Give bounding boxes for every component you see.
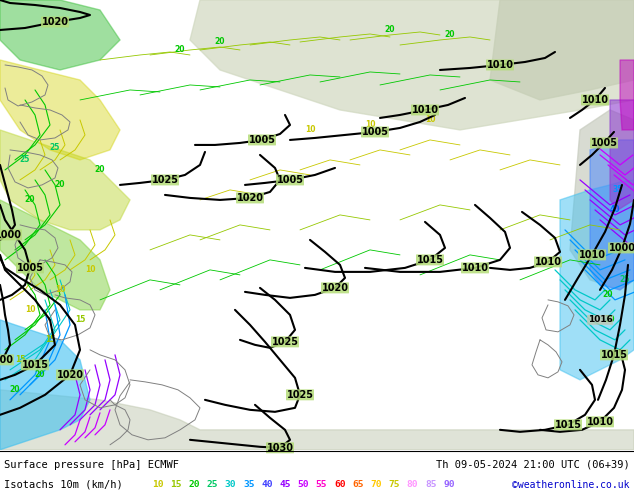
Text: 35: 35 — [613, 185, 623, 195]
Text: 85: 85 — [425, 480, 436, 489]
Polygon shape — [610, 100, 634, 210]
Polygon shape — [0, 60, 120, 160]
Text: 40: 40 — [610, 205, 620, 215]
Polygon shape — [0, 320, 90, 450]
Polygon shape — [0, 390, 634, 450]
Text: 20: 20 — [55, 180, 65, 190]
Text: 75: 75 — [389, 480, 400, 489]
Text: ©weatheronline.co.uk: ©weatheronline.co.uk — [512, 480, 630, 490]
Polygon shape — [0, 200, 110, 310]
Text: 80: 80 — [407, 480, 418, 489]
Text: 10: 10 — [425, 116, 436, 124]
Text: 1005: 1005 — [361, 127, 389, 137]
Text: 20: 20 — [215, 37, 225, 47]
Text: 20: 20 — [603, 291, 613, 299]
Text: 1015: 1015 — [555, 420, 581, 430]
Text: 30: 30 — [615, 245, 625, 254]
Text: 1020: 1020 — [236, 193, 264, 203]
Polygon shape — [560, 180, 634, 380]
Text: Th 09-05-2024 21:00 UTC (06+39): Th 09-05-2024 21:00 UTC (06+39) — [436, 460, 630, 470]
Text: 50: 50 — [297, 480, 309, 489]
Text: 20: 20 — [385, 25, 395, 34]
Text: 15: 15 — [75, 316, 85, 324]
Text: 25: 25 — [620, 275, 630, 284]
Text: Isotachs 10m (km/h): Isotachs 10m (km/h) — [4, 480, 123, 490]
Text: 60: 60 — [334, 480, 346, 489]
Text: 20: 20 — [25, 196, 36, 204]
Text: 65: 65 — [353, 480, 364, 489]
Text: 1005: 1005 — [276, 175, 304, 185]
Text: 90: 90 — [443, 480, 455, 489]
Text: 1015: 1015 — [600, 350, 628, 360]
Text: 40: 40 — [261, 480, 273, 489]
Text: 25: 25 — [20, 155, 30, 165]
Text: 1005: 1005 — [590, 138, 618, 148]
Text: 1010: 1010 — [581, 95, 609, 105]
Text: 1015: 1015 — [22, 360, 48, 370]
Text: 1010: 1010 — [586, 417, 614, 427]
Text: 1010: 1010 — [486, 60, 514, 70]
Text: 25: 25 — [207, 480, 218, 489]
Text: 1000: 1000 — [0, 355, 13, 365]
Text: 1010: 1010 — [411, 105, 439, 115]
Polygon shape — [590, 140, 634, 290]
Text: 10: 10 — [365, 121, 375, 129]
Polygon shape — [0, 130, 130, 230]
Text: 20: 20 — [605, 316, 615, 324]
Text: 45: 45 — [280, 480, 291, 489]
Text: 20: 20 — [10, 385, 20, 394]
Text: 15: 15 — [45, 335, 55, 344]
Polygon shape — [190, 0, 634, 130]
Text: 1025: 1025 — [287, 390, 313, 400]
Text: 1025: 1025 — [152, 175, 179, 185]
Text: 30: 30 — [225, 480, 236, 489]
Polygon shape — [0, 0, 120, 70]
Text: 10: 10 — [305, 125, 315, 134]
Text: 1020: 1020 — [321, 283, 349, 293]
Text: 55: 55 — [316, 480, 327, 489]
Text: 70: 70 — [370, 480, 382, 489]
Polygon shape — [570, 110, 634, 290]
Text: 1005: 1005 — [249, 135, 276, 145]
Text: Surface pressure [hPa] ECMWF: Surface pressure [hPa] ECMWF — [4, 460, 179, 470]
Text: 25: 25 — [50, 144, 60, 152]
Text: 1020: 1020 — [56, 370, 84, 380]
Text: 10: 10 — [25, 305, 36, 315]
Text: 1010: 1010 — [578, 250, 605, 260]
Text: 15: 15 — [170, 480, 182, 489]
Text: 1016: 1016 — [588, 316, 612, 324]
Text: 35: 35 — [243, 480, 254, 489]
Text: 1020: 1020 — [41, 17, 68, 27]
Text: 1010: 1010 — [534, 257, 562, 267]
Text: 20: 20 — [444, 30, 455, 40]
Text: 20: 20 — [188, 480, 200, 489]
Text: 20: 20 — [35, 370, 45, 379]
Text: 1030: 1030 — [266, 443, 294, 453]
Text: 1010: 1010 — [462, 263, 489, 273]
Text: 15: 15 — [15, 355, 25, 365]
Polygon shape — [620, 60, 634, 130]
Text: 20: 20 — [175, 46, 185, 54]
Text: 1000: 1000 — [609, 243, 634, 253]
Polygon shape — [490, 0, 634, 100]
Text: 1025: 1025 — [271, 337, 299, 347]
Text: 10: 10 — [152, 480, 164, 489]
Text: 20: 20 — [94, 166, 105, 174]
Text: 1005: 1005 — [16, 263, 44, 273]
Text: 10: 10 — [85, 266, 95, 274]
Text: 10: 10 — [55, 285, 65, 294]
Text: 1000: 1000 — [0, 230, 22, 240]
Text: 1015: 1015 — [417, 255, 444, 265]
